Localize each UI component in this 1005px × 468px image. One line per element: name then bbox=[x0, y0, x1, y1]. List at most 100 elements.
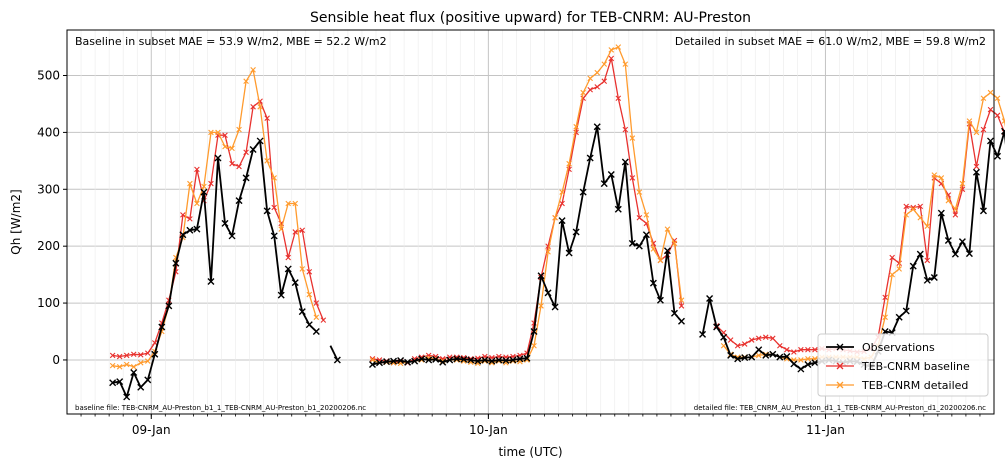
data-point bbox=[994, 95, 1001, 102]
chart-title: Sensible heat flux (positive upward) for… bbox=[310, 10, 751, 26]
data-point bbox=[404, 358, 412, 366]
data-point bbox=[670, 309, 678, 317]
data-point bbox=[629, 135, 636, 141]
legend-label: TEB-CNRM detailed bbox=[861, 379, 968, 392]
data-point bbox=[144, 350, 151, 356]
data-point bbox=[488, 357, 496, 365]
data-point bbox=[580, 89, 586, 96]
data-point bbox=[236, 126, 242, 133]
data-point bbox=[776, 353, 784, 361]
data-point bbox=[987, 106, 994, 113]
x-tick-label: 11-Jan bbox=[806, 423, 845, 437]
data-point bbox=[538, 303, 544, 309]
data-point bbox=[460, 355, 468, 363]
data-point bbox=[762, 334, 769, 340]
data-point bbox=[439, 358, 447, 366]
data-point bbox=[607, 171, 615, 178]
data-point bbox=[243, 78, 249, 84]
data-point bbox=[187, 180, 193, 187]
data-point bbox=[130, 351, 137, 358]
data-point bbox=[116, 363, 123, 370]
data-point bbox=[594, 69, 601, 76]
baseline-metrics-annotation: Baseline in subset MAE = 53.9 W/m2, MBE … bbox=[75, 35, 387, 48]
data-point bbox=[201, 183, 207, 190]
data-point bbox=[762, 351, 770, 359]
data-point bbox=[390, 357, 398, 365]
x-tick-label: 09-Jan bbox=[132, 423, 171, 437]
data-point bbox=[615, 95, 622, 102]
data-point bbox=[952, 206, 959, 212]
data-point bbox=[614, 205, 622, 213]
data-point bbox=[959, 180, 966, 187]
data-point bbox=[179, 231, 187, 239]
data-point bbox=[713, 323, 721, 331]
data-point bbox=[586, 154, 594, 162]
data-point bbox=[629, 175, 636, 181]
y-axis-label: Qh [W/m2] bbox=[9, 189, 23, 254]
data-point bbox=[706, 295, 714, 303]
data-point bbox=[797, 365, 805, 373]
data-point bbox=[509, 356, 517, 364]
data-point bbox=[889, 271, 895, 278]
data-point bbox=[531, 342, 537, 349]
data-point bbox=[229, 160, 235, 167]
data-point bbox=[748, 337, 755, 343]
data-point bbox=[271, 175, 277, 181]
data-point bbox=[608, 55, 615, 62]
data-point bbox=[263, 207, 271, 215]
data-point bbox=[194, 200, 200, 207]
y-tick-label: 500 bbox=[37, 69, 60, 83]
x-tick-label: 10-Jan bbox=[469, 423, 508, 437]
data-point bbox=[896, 266, 902, 272]
data-point bbox=[965, 250, 973, 258]
data-point bbox=[909, 262, 917, 270]
data-point bbox=[994, 112, 1001, 119]
data-point bbox=[910, 204, 917, 211]
data-point bbox=[973, 129, 980, 136]
data-point bbox=[278, 226, 284, 232]
data-point bbox=[600, 180, 608, 188]
data-point bbox=[650, 246, 657, 252]
data-point bbox=[158, 323, 166, 331]
data-point bbox=[151, 340, 158, 346]
data-point bbox=[305, 321, 313, 329]
data-point bbox=[952, 212, 959, 218]
data-point bbox=[137, 360, 144, 366]
data-point bbox=[551, 303, 559, 311]
data-point bbox=[663, 247, 671, 255]
y-axis: 0 100 200 300 400 500 bbox=[37, 69, 67, 367]
legend-marker bbox=[836, 381, 844, 389]
data-point bbox=[109, 352, 116, 359]
data-point bbox=[383, 358, 391, 366]
data-point bbox=[333, 356, 341, 364]
data-point bbox=[298, 308, 306, 316]
data-point bbox=[601, 61, 608, 67]
data-point bbox=[270, 232, 278, 240]
data-point bbox=[931, 172, 938, 178]
data-point bbox=[313, 300, 320, 306]
data-point bbox=[791, 349, 797, 355]
data-point bbox=[587, 75, 593, 82]
data-point bbox=[769, 335, 776, 342]
data-point bbox=[805, 356, 811, 362]
data-point bbox=[973, 163, 980, 170]
data-point bbox=[937, 209, 945, 217]
data-point bbox=[917, 203, 924, 210]
data-point bbox=[727, 351, 735, 359]
data-point bbox=[208, 129, 214, 136]
data-point bbox=[917, 214, 924, 221]
data-point bbox=[601, 78, 608, 84]
data-point bbox=[144, 358, 151, 364]
data-point bbox=[559, 189, 565, 195]
data-point bbox=[678, 297, 685, 304]
data-point bbox=[657, 257, 664, 264]
legend-marker bbox=[836, 362, 844, 370]
data-point bbox=[256, 137, 264, 145]
data-point bbox=[292, 200, 299, 207]
data-point bbox=[250, 67, 256, 73]
data-point bbox=[432, 355, 440, 363]
data-point bbox=[628, 239, 636, 247]
data-point bbox=[938, 175, 945, 181]
data-point bbox=[593, 123, 601, 131]
data-point bbox=[292, 229, 299, 235]
